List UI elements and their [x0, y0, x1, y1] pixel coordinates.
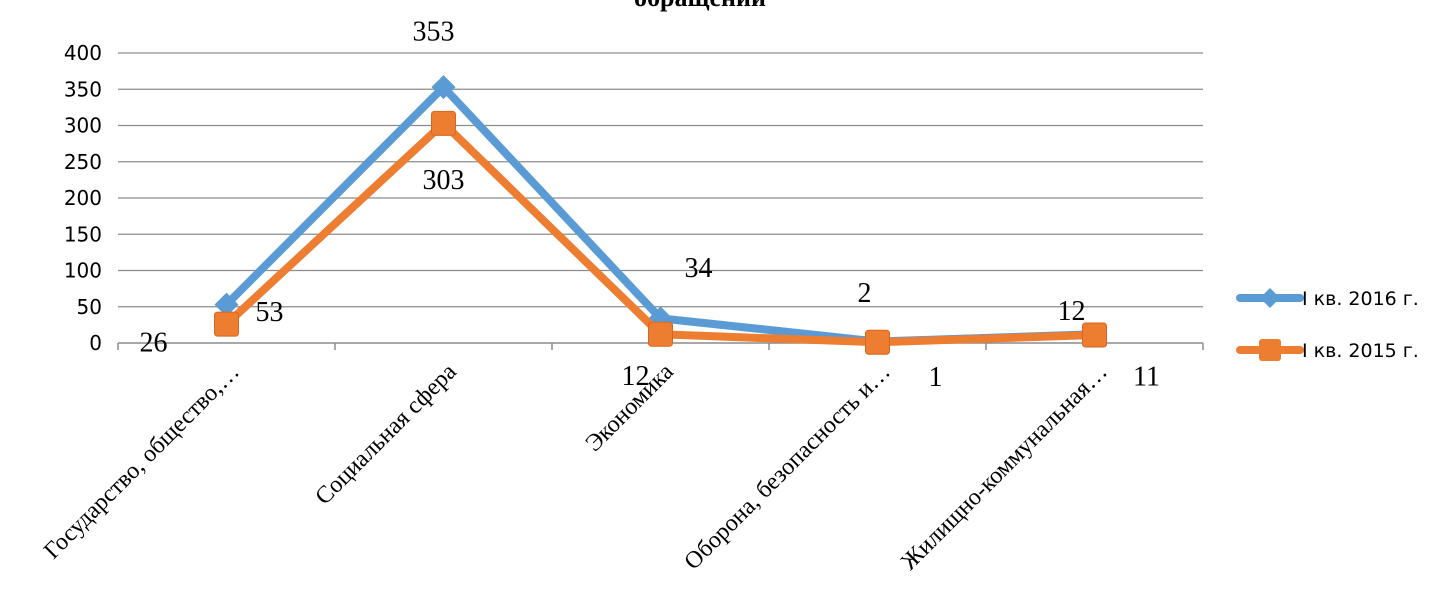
series-lines	[214, 75, 1107, 355]
data-point-marker	[431, 75, 456, 100]
y-tick-label: 50	[77, 295, 102, 319]
y-tick-label: 100	[64, 259, 102, 283]
y-tick-label: 400	[64, 41, 102, 65]
data-label: 12	[1058, 296, 1086, 327]
y-axis: 0 50 100 150 200 250 300 350 400	[64, 41, 102, 355]
data-label: 303	[423, 165, 465, 196]
data-point-marker	[1082, 322, 1107, 348]
legend-label: I кв. 2016 г.	[1302, 288, 1419, 310]
data-label: 26	[140, 328, 168, 359]
legend-marker	[1259, 339, 1281, 361]
data-point-marker	[431, 110, 456, 136]
data-label: 11	[1133, 362, 1160, 393]
legend-marker	[1260, 288, 1280, 308]
data-point-marker	[648, 321, 673, 347]
legend: I кв. 2016 г. I кв. 2015 г.	[1236, 288, 1419, 362]
y-tick-label: 200	[64, 186, 102, 210]
data-point-marker	[214, 292, 239, 317]
data-label: 12	[622, 361, 650, 392]
data-label: 353	[413, 17, 455, 48]
data-label: 1	[929, 362, 943, 393]
data-point-marker	[865, 329, 890, 355]
y-tick-label: 0	[89, 331, 102, 355]
chart-title: обращений	[634, 0, 766, 12]
y-tick-label: 250	[64, 150, 102, 174]
y-tick-label: 150	[64, 222, 102, 246]
x-category-label: Социальная сфера	[311, 359, 462, 510]
y-tick-label: 350	[64, 77, 102, 101]
data-label: 53	[256, 297, 284, 328]
legend-label: I кв. 2015 г.	[1302, 340, 1419, 362]
data-label: 2	[858, 278, 872, 309]
y-tick-label: 300	[64, 114, 102, 138]
data-point-marker	[214, 311, 239, 337]
data-label: 34	[685, 253, 713, 284]
x-category-label: Государство, общество,…	[39, 359, 244, 564]
x-category-label: Оборона, безопасность и…	[680, 359, 896, 575]
